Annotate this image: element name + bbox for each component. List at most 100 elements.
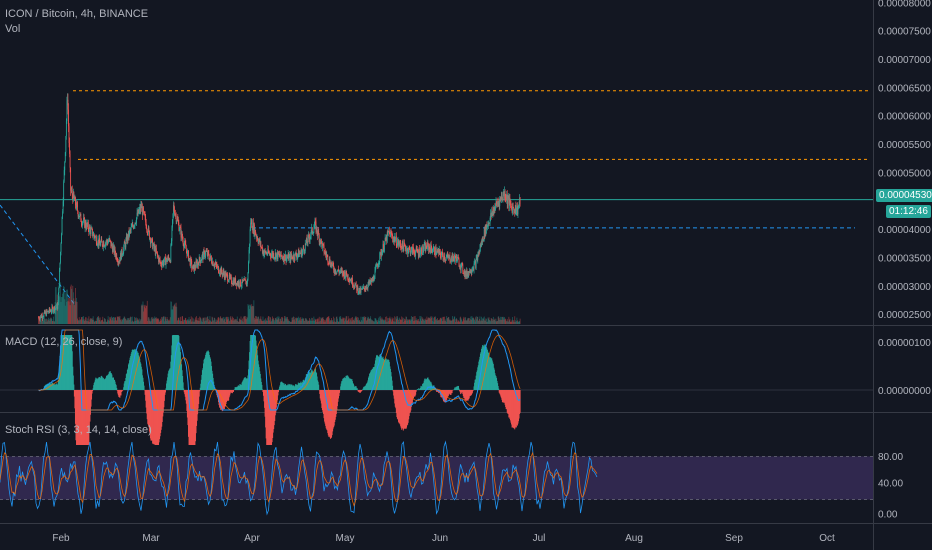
volume-bar	[65, 293, 67, 324]
volume-bar	[382, 319, 384, 324]
macd-histogram-bar	[66, 335, 68, 390]
volume-bar	[477, 320, 479, 324]
time-axis-label: May	[336, 533, 355, 544]
price-candle	[473, 268, 474, 271]
price-candle	[52, 306, 53, 308]
price-candle	[262, 250, 264, 253]
volume-bar	[106, 321, 108, 324]
volume-bar	[373, 321, 375, 324]
price-candle	[62, 201, 64, 212]
price-candle	[241, 279, 243, 286]
macd-histogram-bar	[149, 390, 151, 435]
volume-bar	[191, 317, 193, 324]
price-candle	[332, 262, 334, 265]
volume-label: Vol	[5, 23, 21, 35]
volume-bar	[318, 316, 320, 324]
volume-bar	[418, 321, 420, 324]
macd-histogram-bar	[49, 383, 51, 390]
volume-bar	[146, 300, 148, 324]
price-candle	[109, 239, 111, 241]
macd-histogram-bar	[343, 378, 345, 390]
price-candle	[211, 262, 213, 266]
price-candle	[101, 241, 103, 246]
volume-bar	[388, 318, 390, 324]
price-candle	[77, 211, 79, 217]
macd-histogram-bar	[267, 390, 269, 445]
price-candle	[354, 284, 356, 288]
macd-histogram-bar	[395, 390, 397, 414]
volume-bar	[484, 320, 486, 324]
volume-bar	[109, 318, 111, 324]
volume-bar	[239, 319, 241, 324]
price-candle	[126, 236, 128, 243]
price-candle	[56, 304, 58, 308]
volume-bar	[371, 319, 373, 324]
macd-histogram-bar	[499, 390, 501, 395]
volume-bar	[179, 320, 181, 324]
volume-bar	[288, 320, 290, 324]
price-candle	[125, 239, 127, 248]
price-candle	[67, 99, 69, 110]
volume-bar	[83, 316, 84, 324]
macd-histogram-bar	[156, 390, 158, 445]
volume-bar	[165, 317, 166, 324]
macd-histogram-bar	[373, 367, 375, 390]
volume-bar	[412, 316, 413, 324]
volume-bar	[327, 316, 329, 324]
volume-bar	[157, 318, 159, 324]
price-candle	[378, 261, 380, 264]
volume-bar	[252, 306, 254, 324]
volume-bar	[257, 316, 259, 324]
price-candle	[377, 265, 379, 267]
price-candle	[60, 251, 61, 263]
price-candle	[80, 213, 82, 222]
macd-histogram-bar	[463, 390, 465, 398]
macd-histogram-bar	[165, 388, 167, 390]
price-candle	[97, 244, 98, 246]
price-candle	[480, 244, 482, 247]
price-candle	[46, 310, 47, 316]
price-candle	[487, 225, 489, 227]
volume-bar	[216, 319, 218, 324]
price-candle	[402, 246, 404, 252]
volume-bar	[54, 321, 55, 324]
volume-bar	[515, 321, 517, 324]
macd-histogram-bar	[117, 390, 119, 396]
volume-bar	[469, 319, 471, 324]
volume-bar	[270, 317, 271, 324]
price-candle	[442, 254, 444, 259]
price-candle	[98, 239, 99, 246]
macd-histogram-bar	[369, 373, 371, 390]
price-candle	[75, 197, 76, 206]
volume-bar	[69, 298, 70, 324]
macd-histogram-bar	[468, 390, 470, 399]
volume-bar	[328, 318, 330, 324]
volume-bar	[281, 317, 283, 324]
volume-bar	[63, 285, 65, 324]
macd-histogram-bar	[349, 378, 351, 390]
volume-bar	[220, 316, 222, 324]
price-candle	[140, 205, 142, 209]
price-candle	[217, 266, 218, 268]
macd-histogram-bar	[353, 385, 355, 390]
price-candle	[414, 254, 416, 256]
price-candle	[135, 222, 136, 224]
macd-histogram-bar	[423, 380, 425, 390]
macd-histogram-bar	[281, 382, 283, 390]
macd-histogram-bar	[235, 387, 237, 390]
volume-bar	[119, 316, 121, 324]
volume-bar	[215, 321, 217, 324]
volume-bar	[394, 316, 396, 324]
volume-bar	[383, 321, 385, 324]
macd-histogram-bar	[84, 390, 86, 445]
volume-bar	[253, 300, 255, 324]
stoch-k-line	[0, 440, 598, 516]
macd-histogram-bar	[296, 385, 298, 390]
price-candle	[335, 272, 337, 274]
price-candle	[212, 261, 214, 266]
price-candle	[157, 255, 159, 257]
macd-histogram-bar	[367, 380, 369, 390]
macd-histogram-bar	[438, 390, 440, 394]
macd-histogram-bar	[310, 372, 312, 390]
